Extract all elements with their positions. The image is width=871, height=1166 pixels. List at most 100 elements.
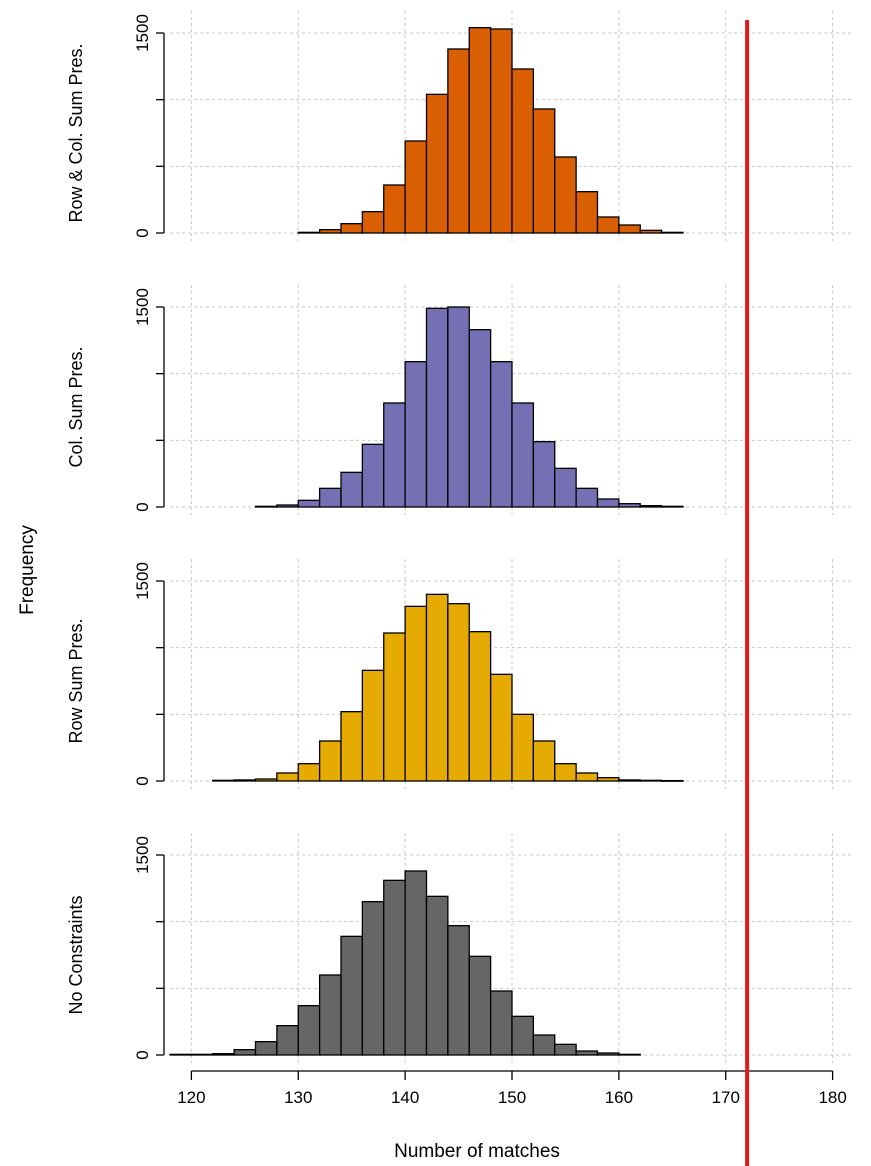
histogram-bar <box>489 673 513 782</box>
histogram-bar <box>404 361 428 508</box>
panel-label: Col. Sum Pres. <box>66 346 86 467</box>
x-tick-label: 130 <box>284 1088 312 1107</box>
histogram-bar <box>554 467 577 508</box>
histogram-bar <box>489 361 513 508</box>
histogram-bar <box>212 1053 235 1056</box>
histogram-bar <box>425 593 449 782</box>
histogram-bar <box>361 901 385 1056</box>
histogram-bar <box>554 156 577 234</box>
histogram-bar <box>318 229 342 234</box>
histogram-bar <box>596 216 620 234</box>
histogram-bar <box>297 1005 321 1056</box>
histogram-bar <box>383 879 406 1056</box>
histogram-bar <box>511 713 535 782</box>
histogram-bar <box>660 779 684 782</box>
histogram-bar <box>190 1053 214 1056</box>
x-tick-label: 150 <box>498 1088 526 1107</box>
y-tick-label: 0 <box>133 228 152 237</box>
histogram-bar <box>489 28 513 234</box>
histogram-bar <box>340 471 364 508</box>
histogram-bar <box>554 763 577 782</box>
histogram-bar <box>361 443 385 508</box>
histogram-bar <box>297 231 321 234</box>
histogram-bar <box>361 211 385 234</box>
histogram-bar <box>618 779 641 782</box>
histogram-bar <box>383 632 406 782</box>
x-tick-label: 170 <box>712 1088 740 1107</box>
histogram-bar <box>297 763 321 782</box>
histogram-bar <box>511 1015 535 1056</box>
y-tick-label: 0 <box>133 502 152 511</box>
histogram-bar <box>297 499 321 508</box>
histogram-bar <box>596 498 620 508</box>
histogram-bar <box>276 1025 299 1056</box>
histogram-bar <box>554 1043 577 1056</box>
histogram-bar <box>447 306 470 508</box>
y-tick-label: 1500 <box>133 288 152 326</box>
histogram-bar <box>596 1052 620 1056</box>
x-tick-label: 160 <box>605 1088 633 1107</box>
x-tick-label: 120 <box>177 1088 205 1107</box>
histogram-bar <box>468 955 492 1056</box>
histogram-bar <box>447 925 470 1056</box>
panel-label: No Constraints <box>66 895 86 1014</box>
histogram-bar <box>254 778 278 782</box>
histogram-bar <box>639 229 663 234</box>
histogram-bar <box>468 631 492 782</box>
histogram-bar <box>575 487 599 508</box>
histogram-bar <box>340 711 364 782</box>
histogram-bar <box>468 329 492 508</box>
histogram-bar <box>169 1053 193 1056</box>
histogram-bar <box>575 772 599 782</box>
y-tick-label: 1500 <box>133 14 152 52</box>
histogram-bar <box>233 1049 257 1056</box>
histogram-bar <box>575 1050 599 1056</box>
x-axis-label: Number of matches <box>394 1141 560 1162</box>
axis-layer <box>156 32 834 1080</box>
histogram-bar <box>660 505 684 508</box>
histogram-bar <box>383 402 406 508</box>
histogram-bar <box>660 231 684 234</box>
histogram-bar <box>318 974 342 1056</box>
histogram-bar <box>618 224 641 234</box>
panel-label: Row Sum Pres. <box>66 618 86 743</box>
histogram-bar <box>639 505 663 508</box>
histogram-bar <box>511 68 535 234</box>
histogram-bar <box>489 990 513 1056</box>
histogram-bar <box>532 740 556 782</box>
histogram-bar <box>212 779 235 782</box>
histogram-bar <box>318 740 342 782</box>
histogram-bar <box>404 605 428 782</box>
histogram-bar <box>532 441 556 508</box>
histogram-bar <box>618 503 641 508</box>
histogram-bar <box>618 1053 641 1056</box>
histogram-bar <box>340 223 364 234</box>
histogram-bar <box>318 487 342 508</box>
histogram-bar <box>468 27 492 234</box>
histogram-bar <box>447 48 470 234</box>
y-tick-label: 0 <box>133 776 152 785</box>
histogram-bar <box>511 402 535 508</box>
y-tick-label: 1500 <box>133 562 152 600</box>
x-tick-label: 140 <box>391 1088 419 1107</box>
histogram-bar <box>383 184 406 234</box>
histogram-bar <box>254 1041 278 1056</box>
histogram-bar <box>532 1034 556 1056</box>
histogram-bar <box>254 505 278 508</box>
histogram-bar <box>532 108 556 234</box>
histogram-bar <box>575 191 599 234</box>
histogram-bar <box>404 140 428 234</box>
histogram-bar <box>404 870 428 1056</box>
histogram-bar <box>639 779 663 782</box>
histogram-bar <box>340 935 364 1056</box>
y-axis-label: Frequency <box>17 525 38 615</box>
y-tick-label: 1500 <box>133 836 152 874</box>
histogram-bar <box>596 777 620 782</box>
histogram-bar <box>276 772 299 782</box>
histogram-bar <box>425 307 449 508</box>
x-tick-label: 180 <box>818 1088 846 1107</box>
histogram-bar <box>425 93 449 234</box>
panel-label: Row & Col. Sum Pres. <box>66 43 86 222</box>
